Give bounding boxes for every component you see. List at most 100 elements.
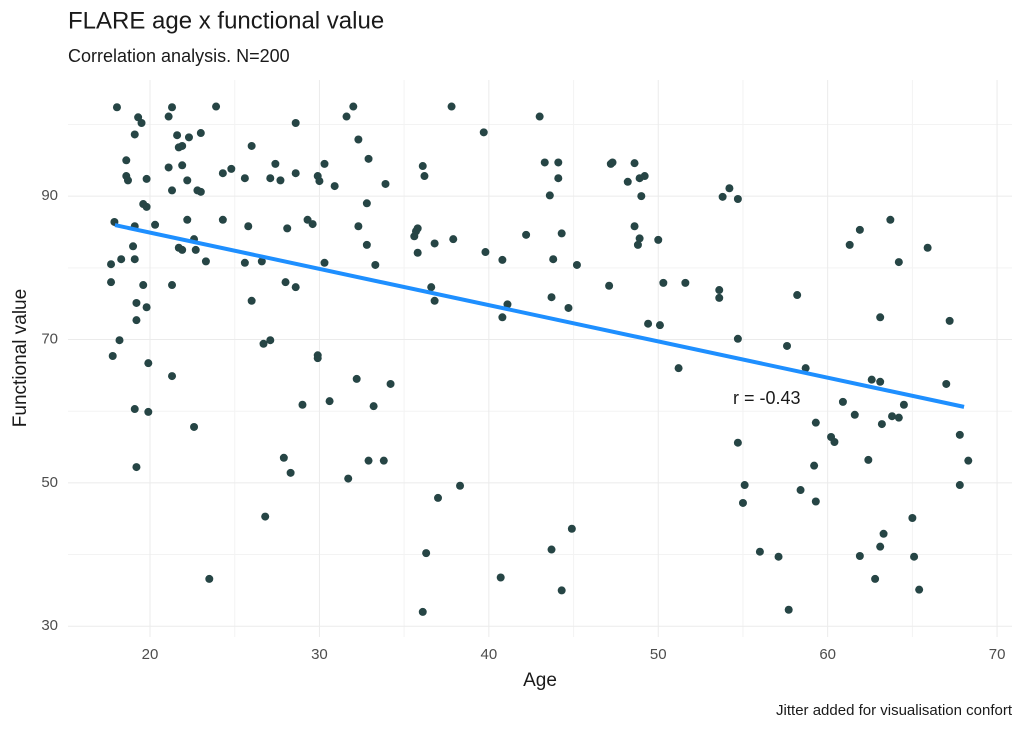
- point: [888, 412, 897, 421]
- point: [655, 321, 664, 330]
- point: [755, 547, 764, 556]
- point: [283, 224, 292, 233]
- point: [362, 240, 371, 249]
- point: [422, 549, 431, 558]
- point: [899, 400, 908, 409]
- point: [564, 303, 573, 312]
- point: [257, 257, 266, 266]
- point: [142, 303, 151, 312]
- point: [130, 405, 139, 414]
- point: [286, 468, 295, 477]
- point: [132, 316, 141, 325]
- point: [955, 481, 964, 490]
- point: [567, 524, 576, 533]
- point: [810, 461, 819, 470]
- point: [955, 430, 964, 439]
- point: [130, 255, 139, 264]
- point: [430, 296, 439, 305]
- point: [557, 229, 566, 238]
- point: [608, 158, 617, 167]
- x-tick-label: 50: [650, 646, 667, 663]
- point: [362, 199, 371, 208]
- y-tick-label: 70: [41, 330, 58, 347]
- point: [168, 281, 177, 290]
- point: [315, 177, 324, 186]
- point: [196, 129, 205, 138]
- point: [240, 258, 249, 267]
- point: [447, 102, 456, 111]
- point: [838, 397, 847, 406]
- point: [879, 529, 888, 538]
- point: [733, 334, 742, 343]
- point: [142, 202, 151, 211]
- point: [654, 235, 663, 244]
- point: [281, 278, 290, 287]
- point: [313, 354, 322, 363]
- y-axis-label: Functional value: [10, 289, 31, 427]
- point: [142, 174, 151, 183]
- x-tick-label: 70: [989, 646, 1006, 663]
- points: [107, 102, 973, 616]
- point: [291, 283, 300, 292]
- point: [266, 336, 275, 345]
- point: [738, 498, 747, 507]
- point: [168, 103, 177, 112]
- point: [298, 400, 307, 409]
- point: [112, 103, 121, 112]
- point: [276, 176, 285, 185]
- annotation: r = -0.43: [733, 388, 801, 408]
- point: [196, 187, 205, 196]
- point: [122, 156, 131, 165]
- point: [801, 364, 810, 373]
- point: [386, 379, 395, 388]
- point: [227, 164, 236, 173]
- point: [354, 135, 363, 144]
- point: [894, 413, 903, 422]
- point: [132, 298, 141, 307]
- point: [191, 245, 200, 254]
- point: [325, 397, 334, 406]
- point: [535, 112, 544, 121]
- point: [637, 192, 646, 201]
- point: [117, 255, 126, 264]
- chart-title: FLARE age x functional value: [68, 7, 384, 34]
- point: [413, 248, 422, 257]
- point: [886, 215, 895, 224]
- point: [418, 607, 427, 616]
- point: [291, 119, 300, 128]
- point: [212, 102, 221, 111]
- point: [659, 278, 668, 287]
- point: [151, 220, 160, 229]
- y-tick-label: 90: [41, 187, 58, 204]
- point: [164, 112, 173, 121]
- point: [183, 215, 192, 224]
- point: [364, 456, 373, 465]
- point: [876, 377, 885, 386]
- point: [503, 300, 512, 309]
- point: [623, 177, 632, 186]
- point: [449, 235, 458, 244]
- point: [115, 336, 124, 345]
- point: [456, 481, 465, 490]
- point: [876, 313, 885, 322]
- point: [796, 486, 805, 495]
- point: [481, 248, 490, 257]
- point: [855, 225, 864, 234]
- point: [107, 260, 116, 269]
- y-tick-label: 30: [41, 617, 58, 634]
- chart-subtitle: Correlation analysis. N=200: [68, 46, 290, 66]
- point: [291, 169, 300, 178]
- point: [178, 161, 187, 170]
- point: [430, 239, 439, 248]
- point: [130, 130, 139, 139]
- point: [271, 159, 280, 168]
- point: [266, 174, 275, 183]
- point: [371, 260, 380, 269]
- point: [427, 283, 436, 292]
- point: [139, 281, 148, 290]
- point: [330, 182, 339, 191]
- point: [205, 574, 214, 583]
- caption: Jitter added for visualisation confort: [776, 702, 1013, 719]
- point: [413, 224, 422, 233]
- point: [354, 222, 363, 231]
